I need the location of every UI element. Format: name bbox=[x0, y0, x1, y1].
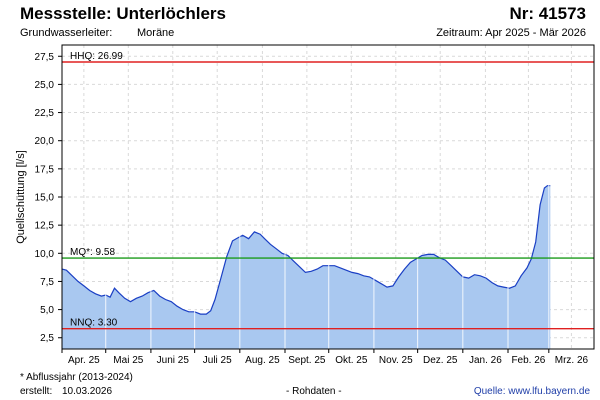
reference-label: NNQ: 3.30 bbox=[70, 318, 118, 329]
aquifer-label: Grundwasserleiter: bbox=[20, 27, 113, 39]
raw-data-label: - Rohdaten - bbox=[286, 386, 342, 397]
reference-label: HHQ: 26.99 bbox=[70, 51, 123, 62]
y-tick-label: 17,5 bbox=[35, 164, 55, 175]
x-tick-label: Feb. 26 bbox=[511, 355, 545, 366]
created-label: erstellt: bbox=[20, 386, 53, 397]
x-tick-label: Dez. 25 bbox=[423, 355, 458, 366]
y-tick-label: 15,0 bbox=[35, 193, 55, 204]
x-tick-label: Okt. 25 bbox=[335, 355, 368, 366]
y-tick-label: 27,5 bbox=[35, 52, 55, 63]
y-axis-label: Quellschüttung [l/s] bbox=[15, 150, 27, 244]
y-tick-label: 7,5 bbox=[40, 277, 54, 288]
x-tick-label: Juni 25 bbox=[157, 355, 190, 366]
station-number: Nr: 41573 bbox=[509, 4, 586, 23]
x-tick-label: Apr. 25 bbox=[68, 355, 100, 366]
page-title: Messstelle: Unterlöchlers bbox=[20, 4, 226, 23]
source-label: Quelle: www.lfu.bayern.de bbox=[473, 386, 590, 397]
x-tick-label: Mrz. 26 bbox=[555, 355, 589, 366]
series-area bbox=[62, 185, 551, 349]
created-date: 10.03.2026 bbox=[62, 386, 113, 397]
y-tick-label: 22,5 bbox=[35, 108, 55, 119]
y-tick-label: 20,0 bbox=[35, 136, 55, 147]
x-tick-label: Aug. 25 bbox=[245, 355, 280, 366]
reference-label: MQ*: 9.58 bbox=[70, 247, 115, 258]
x-tick-label: Sept. 25 bbox=[288, 355, 326, 366]
x-tick-label: Juli 25 bbox=[203, 355, 232, 366]
aquifer-value: Moräne bbox=[137, 27, 175, 39]
y-tick-label: 25,0 bbox=[35, 80, 55, 91]
series-line bbox=[61, 185, 551, 315]
period-label: Zeitraum: Apr 2025 - Mär 2026 bbox=[436, 27, 586, 39]
x-tick-label: Nov. 25 bbox=[379, 355, 413, 366]
x-tick-label: Jan. 26 bbox=[469, 355, 502, 366]
y-tick-label: 10,0 bbox=[35, 249, 55, 260]
y-tick-label: 2,5 bbox=[40, 333, 54, 344]
y-tick-label: 5,0 bbox=[40, 305, 54, 316]
footnote: * Abflussjahr (2013-2024) bbox=[20, 372, 133, 383]
y-tick-label: 12,5 bbox=[35, 221, 55, 232]
x-tick-label: Mai 25 bbox=[113, 355, 143, 366]
